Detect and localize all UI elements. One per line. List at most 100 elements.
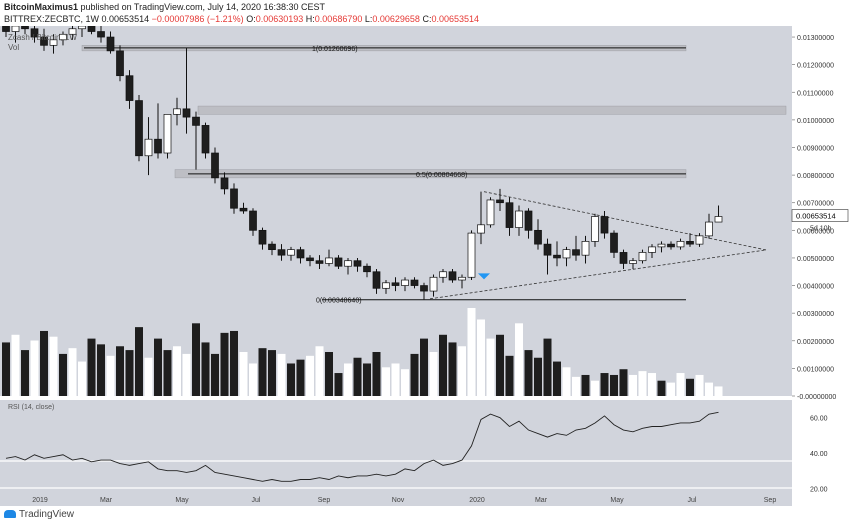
tradingview-logo[interactable]: TradingView <box>4 509 74 520</box>
rsi-tick-label: 60.00 <box>810 416 828 423</box>
publisher-name[interactable]: BitcoinMaximus1 <box>4 2 79 12</box>
price-tick-label: 0.00600000 <box>797 228 834 235</box>
candle-body <box>648 246 656 253</box>
resistance-zone <box>197 105 787 115</box>
candle-body <box>258 229 267 245</box>
candle-body <box>496 199 504 204</box>
volume-bar <box>315 346 324 396</box>
candle-body <box>182 108 191 118</box>
candle-body <box>87 26 96 32</box>
volume-bar <box>87 338 96 396</box>
volume-bar <box>116 346 124 396</box>
candle-body <box>439 271 447 278</box>
time-axis-label: May <box>175 497 189 504</box>
candle-body <box>534 229 542 245</box>
volume-bar <box>429 352 438 396</box>
candle-body <box>21 26 29 30</box>
candle-body <box>334 257 343 267</box>
symbol-name[interactable]: BITTREX:ZECBTC, 1W <box>4 14 100 24</box>
volume-bar <box>610 374 618 396</box>
volume-bar <box>277 353 286 396</box>
high-label: H: <box>305 14 315 24</box>
candle-body <box>543 243 552 256</box>
volume-bar <box>629 374 637 396</box>
volume-bar <box>287 363 295 396</box>
fib-level-label: 0.5(0.00804668) <box>416 172 467 179</box>
last-price-tag <box>791 209 849 222</box>
volume-bar <box>714 386 723 396</box>
volume-bar <box>572 376 580 396</box>
volume-bar <box>391 363 400 396</box>
candle-body <box>695 235 704 245</box>
candle-body <box>344 260 352 267</box>
volume-bar <box>135 327 143 396</box>
candle-body <box>268 243 276 251</box>
candle-body <box>505 202 514 228</box>
fib-level-label: 0(0.00348640) <box>316 298 362 305</box>
low-value: 0.00629658 <box>372 14 420 24</box>
candle-body <box>49 39 58 46</box>
chart-title: Zcash / Bitcoin, 1W <box>8 33 77 42</box>
volume-bar <box>467 308 476 396</box>
volume-bar <box>154 338 162 396</box>
volume-bar <box>600 373 609 396</box>
time-axis-label: 2019 <box>32 497 48 504</box>
candle-body <box>591 216 599 242</box>
candle-body <box>420 285 428 292</box>
high-value: 0.00686790 <box>314 14 363 24</box>
volume-bar <box>410 353 419 396</box>
chart-header: BitcoinMaximus1 published on TradingView… <box>0 0 850 26</box>
volume-bar <box>676 373 685 396</box>
volume-bar <box>439 334 447 396</box>
last-price: 0.00653514 <box>101 14 150 24</box>
price-chart[interactable]: 1(0.01260696) 0.5(0.00804668) 0(0.00348640… <box>0 26 850 506</box>
price-tick-label: 0.00800000 <box>797 173 834 180</box>
volume-bar <box>553 361 561 396</box>
candle-body <box>220 177 229 190</box>
published-info: published on TradingView.com, July 14, 2… <box>80 2 326 12</box>
volume-bar <box>201 342 210 396</box>
time-axis-label: Mar <box>100 497 113 504</box>
price-tick-label: 0.00700000 <box>797 201 834 208</box>
volume-bar <box>192 323 200 396</box>
candle-body <box>515 210 523 228</box>
volume-bar <box>144 357 153 396</box>
volume-bar <box>591 380 599 396</box>
rsi-label: RSI (14, close) <box>8 404 54 411</box>
candle-body <box>11 26 20 32</box>
volume-bar <box>106 355 115 396</box>
candle-body <box>2 26 10 32</box>
candle-body <box>163 114 172 154</box>
rsi-tick-label: 20.00 <box>810 486 828 493</box>
candle-body <box>287 249 295 256</box>
candle-body <box>629 260 637 264</box>
candle-body <box>135 100 143 157</box>
time-axis-label: Nov <box>392 497 405 504</box>
volume-bar <box>258 348 267 396</box>
volume-bar <box>401 369 409 396</box>
price-change: −0.00007986 (−1.21%) <box>151 14 244 24</box>
volume-bar <box>534 357 542 396</box>
candle-body <box>553 254 561 259</box>
candle-body <box>211 152 219 179</box>
candle-body <box>125 75 134 101</box>
brand-name: TradingView <box>19 509 75 520</box>
candle-body <box>458 276 466 281</box>
volume-bar <box>638 371 647 396</box>
volume-bar <box>619 369 628 396</box>
volume-bar <box>363 363 371 396</box>
volume-bar <box>458 346 466 396</box>
price-tick-label: 0.01100000 <box>797 90 834 97</box>
candle-body <box>429 276 438 292</box>
candle-body <box>714 216 723 223</box>
volume-bar <box>30 340 39 396</box>
candle-body <box>201 125 210 154</box>
price-tick-label: 0.00200000 <box>797 339 834 346</box>
volume-bar <box>581 374 590 396</box>
price-axis-bg <box>792 26 850 506</box>
triangle-upper-trendline <box>483 191 767 251</box>
candle-body <box>667 243 675 248</box>
signal-marker-icon <box>478 273 490 280</box>
volume-bar <box>49 336 58 396</box>
price-tick-label: 0.01200000 <box>797 63 834 70</box>
